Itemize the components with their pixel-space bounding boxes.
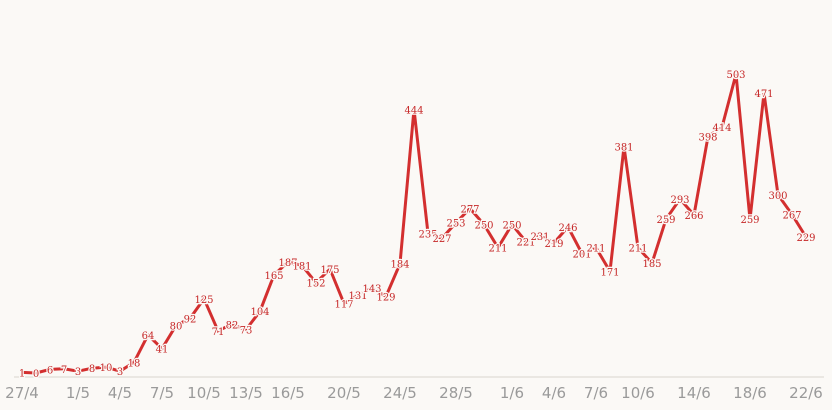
- data-label: 259: [656, 215, 675, 226]
- x-tick-label: 24/5: [383, 384, 417, 402]
- x-tick-label: 10/6: [621, 384, 655, 402]
- data-label: 471: [754, 89, 773, 100]
- data-label: 277: [460, 205, 479, 216]
- data-label: 3: [117, 367, 123, 378]
- data-label: 300: [768, 191, 787, 202]
- data-label: 71: [212, 327, 225, 338]
- x-tick-label: 7/5: [150, 384, 174, 402]
- data-label: 253: [446, 219, 465, 230]
- x-tick-label: 4/6: [542, 384, 566, 402]
- data-label: 143: [362, 284, 381, 295]
- data-label: 80: [170, 322, 183, 333]
- data-label: 235: [418, 229, 437, 240]
- series-line: [20, 73, 808, 375]
- data-label: 18: [128, 358, 141, 369]
- x-tick-label: 16/5: [271, 384, 305, 402]
- data-label: 64: [142, 331, 155, 342]
- x-tick-label: 28/5: [439, 384, 473, 402]
- data-label: 381: [614, 143, 633, 154]
- data-label: 185: [642, 259, 661, 270]
- x-tick-label: 27/4: [5, 384, 39, 402]
- data-label: 414: [712, 123, 731, 134]
- data-label: 229: [796, 233, 815, 244]
- data-label: 104: [250, 307, 269, 318]
- data-label: 117: [334, 300, 353, 311]
- x-tick-label: 22/6: [789, 384, 823, 402]
- data-label: 181: [292, 262, 311, 273]
- data-label: 6: [47, 365, 53, 376]
- data-label: 152: [306, 279, 325, 290]
- data-label: 221: [516, 238, 535, 249]
- data-label: 211: [628, 244, 647, 255]
- data-label: 246: [558, 223, 577, 234]
- x-tick-label: 14/6: [677, 384, 711, 402]
- data-label: 82: [226, 320, 239, 331]
- data-label: 398: [698, 133, 717, 144]
- x-tick-label: 20/5: [327, 384, 361, 402]
- data-label: 3: [75, 367, 81, 378]
- x-tick-label: 13/5: [229, 384, 263, 402]
- data-label: 165: [264, 271, 283, 282]
- data-label: 131: [348, 291, 367, 302]
- data-label: 231: [530, 232, 549, 243]
- data-label: 259: [740, 215, 759, 226]
- data-label: 73: [240, 326, 253, 337]
- data-label: 129: [376, 292, 395, 303]
- data-label: 184: [390, 260, 409, 271]
- data-label: 41: [156, 345, 169, 356]
- data-label: 8: [89, 364, 95, 375]
- data-label: 201: [572, 250, 591, 261]
- data-label: 1: [19, 368, 25, 379]
- data-label: 444: [404, 105, 423, 116]
- data-label: 92: [184, 314, 197, 325]
- x-tick-label: 1/6: [500, 384, 524, 402]
- data-label: 125: [194, 295, 213, 306]
- x-tick-label: 7/6: [584, 384, 608, 402]
- data-label: 211: [488, 244, 507, 255]
- data-label: 250: [502, 221, 521, 232]
- x-tick-label: 4/5: [108, 384, 132, 402]
- x-tick-label: 10/5: [187, 384, 221, 402]
- data-label: 171: [600, 267, 619, 278]
- data-label: 211: [586, 244, 605, 255]
- x-tick-label: 1/5: [66, 384, 90, 402]
- data-label: 266: [684, 211, 703, 222]
- data-label: 267: [782, 210, 801, 221]
- data-label: 227: [432, 234, 451, 245]
- data-label: 293: [670, 195, 689, 206]
- x-axis-ticks: 27/4 1/5 4/5 7/5 10/5 13/5 16/5 20/5 24/5 28/5 1/6…: [5, 384, 823, 402]
- data-label: 175: [320, 265, 339, 276]
- x-tick-label: 18/6: [733, 384, 767, 402]
- data-label: 250: [474, 221, 493, 232]
- data-label: 219: [544, 239, 563, 250]
- data-label: 503: [726, 70, 745, 81]
- data-label: 10: [100, 363, 113, 374]
- data-label: 187: [278, 258, 297, 269]
- data-label: 0: [33, 369, 39, 380]
- data-label: 7: [61, 365, 67, 376]
